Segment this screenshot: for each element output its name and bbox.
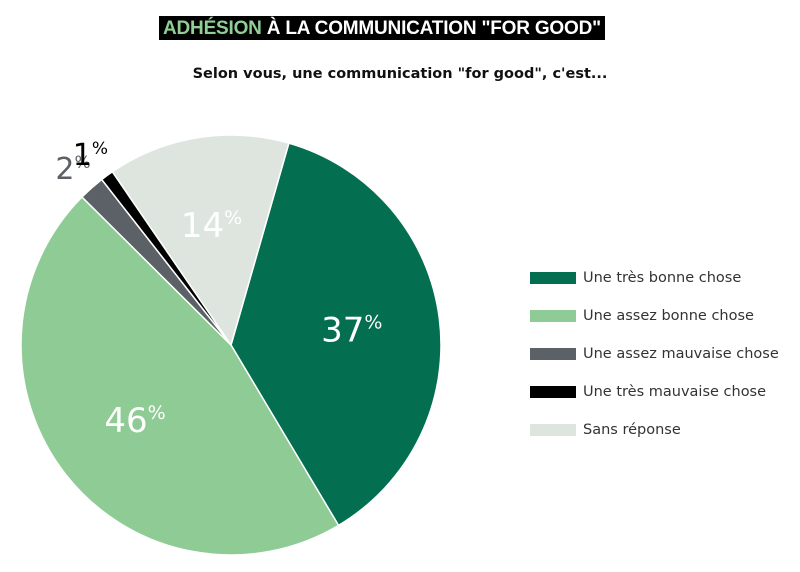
legend-item-sans-reponse: Sans réponse xyxy=(530,411,779,449)
legend-label: Sans réponse xyxy=(583,422,681,438)
legend-item-une-assez-bonne-chose: Une assez bonne chose xyxy=(530,297,779,335)
legend-label: Une très mauvaise chose xyxy=(583,384,767,400)
legend-swatch xyxy=(530,386,576,398)
title-accent: ADHÉSION xyxy=(163,18,262,39)
data-label-une-tres-bonne-chose: 37% xyxy=(321,310,382,350)
pie-slice-sans-reponse xyxy=(111,134,290,347)
legend-swatch xyxy=(530,424,576,436)
data-label-une-tres-mauvaise-chose: 1% xyxy=(73,138,108,173)
chart-legend: Une très bonne chose Une assez bonne chos… xyxy=(530,259,779,449)
pie-slice-une-tres-bonne-chose xyxy=(230,142,442,527)
legend-swatch xyxy=(530,310,576,322)
pie-slice-une-assez-bonne-chose xyxy=(20,195,340,556)
legend-swatch xyxy=(530,272,576,284)
data-label-une-assez-mauvaise-chose: 2% xyxy=(55,152,90,187)
legend-label: Une très bonne chose xyxy=(583,270,742,286)
chart-title: ADHÉSION À LA COMMUNICATION "FOR GOOD" xyxy=(159,16,605,40)
legend-label: Une assez mauvaise chose xyxy=(583,346,779,362)
chart-subtitle: Selon vous, une communication "for good"… xyxy=(192,66,608,82)
legend-item-une-assez-mauvaise-chose: Une assez mauvaise chose xyxy=(530,335,779,373)
legend-label: Une assez bonne chose xyxy=(583,308,754,324)
data-label-sans-reponse: 14% xyxy=(181,206,242,246)
title-rest: À LA COMMUNICATION "FOR GOOD" xyxy=(261,18,601,39)
legend-item-une-tres-bonne-chose: Une très bonne chose xyxy=(530,259,779,297)
data-label-une-assez-bonne-chose: 46% xyxy=(104,401,165,441)
legend-swatch xyxy=(530,348,576,360)
legend-item-une-tres-mauvaise-chose: Une très mauvaise chose xyxy=(530,373,779,411)
